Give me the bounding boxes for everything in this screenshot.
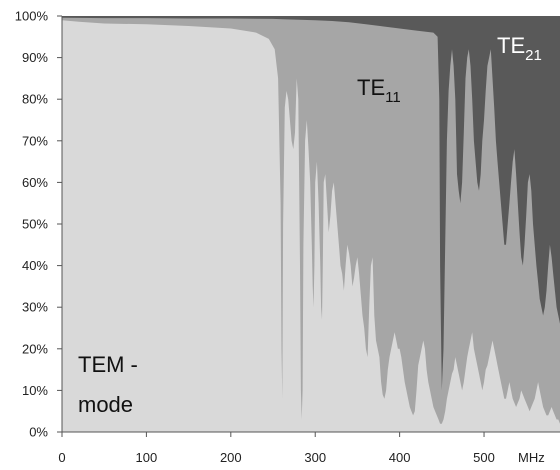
x-tick-label: 500 xyxy=(473,450,495,465)
y-tick-label: 100% xyxy=(15,9,49,24)
x-tick-label: 200 xyxy=(220,450,242,465)
x-tick-label: 300 xyxy=(304,450,326,465)
label-te11: TE11 xyxy=(357,75,401,106)
y-tick-label: 40% xyxy=(22,258,48,273)
y-tick-label: 20% xyxy=(22,341,48,356)
x-axis: 0 100 200 300 400 500 xyxy=(58,431,560,465)
plot-area xyxy=(62,16,560,432)
x-tick-label: 100 xyxy=(136,450,158,465)
y-tick-label: 30% xyxy=(22,300,48,315)
y-tick-label: 60% xyxy=(22,175,48,190)
series-area-tem-mode xyxy=(62,20,560,432)
label-tem-mode: TEM - xyxy=(78,352,138,377)
x-axis-unit-label: MHz xyxy=(518,450,545,465)
label-te21-subscript: 21 xyxy=(525,47,542,64)
x-tick-label: 0 xyxy=(58,450,65,465)
label-te11-subscript: 11 xyxy=(385,89,401,106)
y-tick-label: 50% xyxy=(22,217,48,232)
y-axis: 0% 10% 20% 30% 40% 50% 60% 70% 80% 90% 100% xyxy=(15,9,63,440)
x-tick-label: 400 xyxy=(389,450,411,465)
y-tick-label: 70% xyxy=(22,133,48,148)
label-tem-mode-line2: mode xyxy=(78,392,133,417)
y-tick-label: 90% xyxy=(22,50,48,65)
y-tick-label: 10% xyxy=(22,383,48,398)
label-te21: TE21 xyxy=(497,33,542,64)
y-tick-label: 80% xyxy=(22,92,48,107)
y-tick-label: 0% xyxy=(29,425,48,440)
